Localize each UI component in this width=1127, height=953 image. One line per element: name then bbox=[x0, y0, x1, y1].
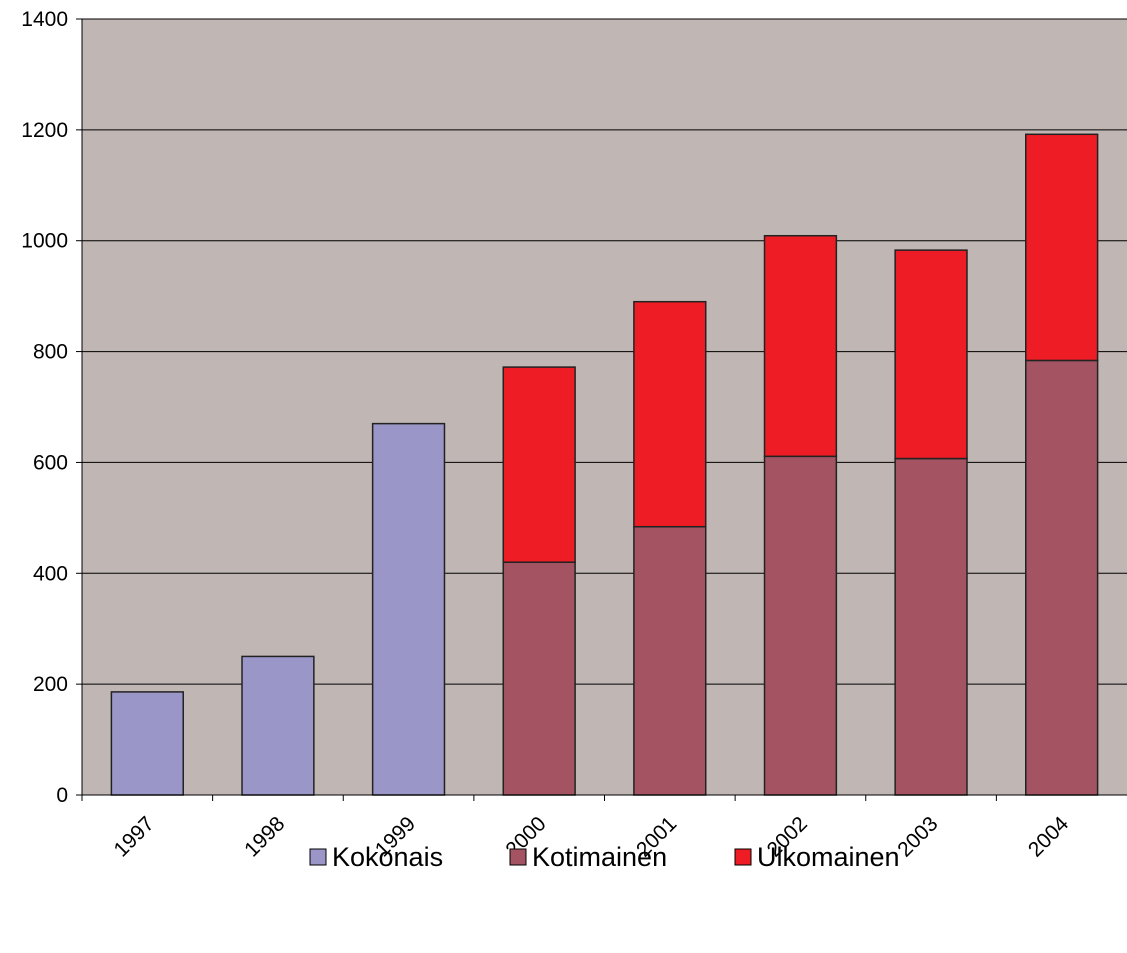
bar-kokonais-1997 bbox=[110, 691, 184, 796]
bar-ulkomainen-2000 bbox=[502, 366, 576, 563]
bar-ulkomainen-2004 bbox=[1025, 133, 1099, 362]
y-tick-label: 200 bbox=[33, 673, 68, 696]
bar-kotimainen-2002 bbox=[763, 455, 838, 796]
y-tick-label: 400 bbox=[33, 562, 68, 585]
x-tick-label: 2003 bbox=[893, 812, 942, 861]
bar-kokonais-1998 bbox=[241, 655, 315, 796]
bar-ulkomainen-2001 bbox=[633, 300, 707, 528]
x-tick-label: 1998 bbox=[240, 812, 289, 861]
bar-ulkomainen-2002 bbox=[763, 234, 838, 458]
bar-kotimainen-2004 bbox=[1025, 359, 1099, 796]
bar-kotimainen-2003 bbox=[894, 457, 968, 796]
legend-swatch-ulkomainen bbox=[734, 848, 752, 866]
legend-label-kotimainen: Kotimainen bbox=[532, 842, 667, 872]
x-tick-label: 2004 bbox=[1024, 812, 1074, 862]
bar-ulkomainen-2003 bbox=[894, 249, 968, 460]
legend-swatch-kotimainen bbox=[509, 848, 527, 866]
y-tick-label: 800 bbox=[33, 341, 68, 364]
legend-label-ulkomainen: Ulkomainen bbox=[757, 842, 900, 872]
bar-kokonais-1999 bbox=[371, 422, 446, 796]
legend-label-kokonais: Kokonais bbox=[332, 842, 443, 872]
legend-swatch-kokonais bbox=[309, 848, 327, 866]
y-tick-label: 600 bbox=[33, 451, 68, 474]
bar-kotimainen-2001 bbox=[633, 525, 707, 796]
x-tick-label: 1997 bbox=[110, 812, 159, 861]
y-tick-label: 1200 bbox=[21, 119, 68, 142]
plot-area bbox=[82, 19, 1127, 795]
y-tick-label: 1000 bbox=[21, 230, 68, 253]
y-tick-label: 0 bbox=[56, 784, 68, 807]
y-tick-label: 1400 bbox=[21, 8, 68, 31]
bar-kotimainen-2000 bbox=[502, 561, 576, 796]
